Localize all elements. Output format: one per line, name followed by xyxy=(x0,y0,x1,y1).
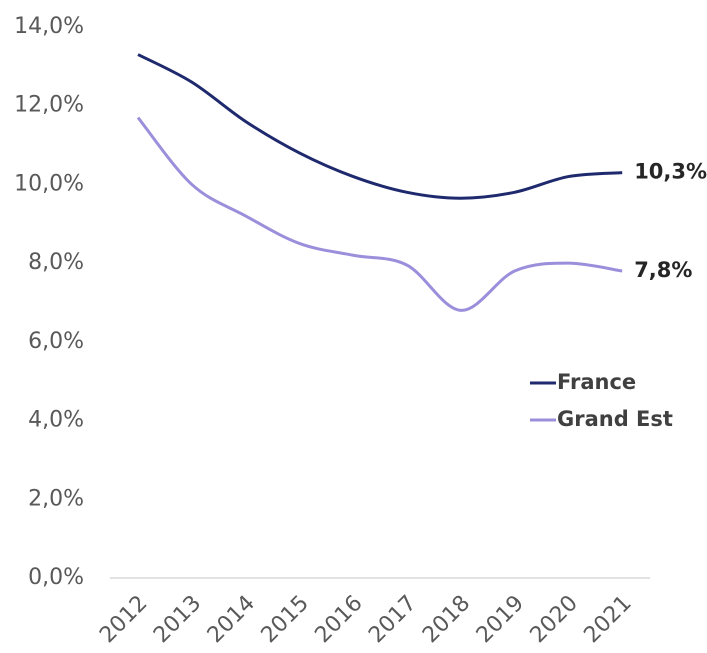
y-tick-label: 2,0% xyxy=(28,486,84,511)
y-tick-label: 4,0% xyxy=(28,408,84,433)
data-label: 7,8% xyxy=(634,258,692,282)
x-tick-label: 2012 xyxy=(95,591,152,648)
x-tick-label: 2021 xyxy=(579,591,636,648)
y-tick-label: 14,0% xyxy=(14,14,84,39)
x-tick-label: 2013 xyxy=(149,591,206,648)
y-tick-label: 6,0% xyxy=(28,329,84,354)
x-tick-label: 2016 xyxy=(310,591,367,648)
y-tick-label: 10,0% xyxy=(14,171,84,196)
x-tick-label: 2015 xyxy=(257,591,314,648)
x-tick-label: 2019 xyxy=(472,591,529,648)
y-tick-label: 0,0% xyxy=(28,565,84,590)
series-line xyxy=(136,116,623,312)
y-tick-label: 12,0% xyxy=(14,93,84,118)
x-tick-label: 2017 xyxy=(364,591,421,648)
series-line xyxy=(137,53,623,200)
x-tick-label: 2018 xyxy=(418,591,475,648)
legend-label: Grand Est xyxy=(557,407,673,431)
y-tick-label: 8,0% xyxy=(28,250,84,275)
legend-label: France xyxy=(557,370,636,394)
x-tick-label: 2014 xyxy=(203,591,260,648)
data-label: 10,3% xyxy=(634,160,707,184)
x-tick-label: 2020 xyxy=(526,591,583,648)
